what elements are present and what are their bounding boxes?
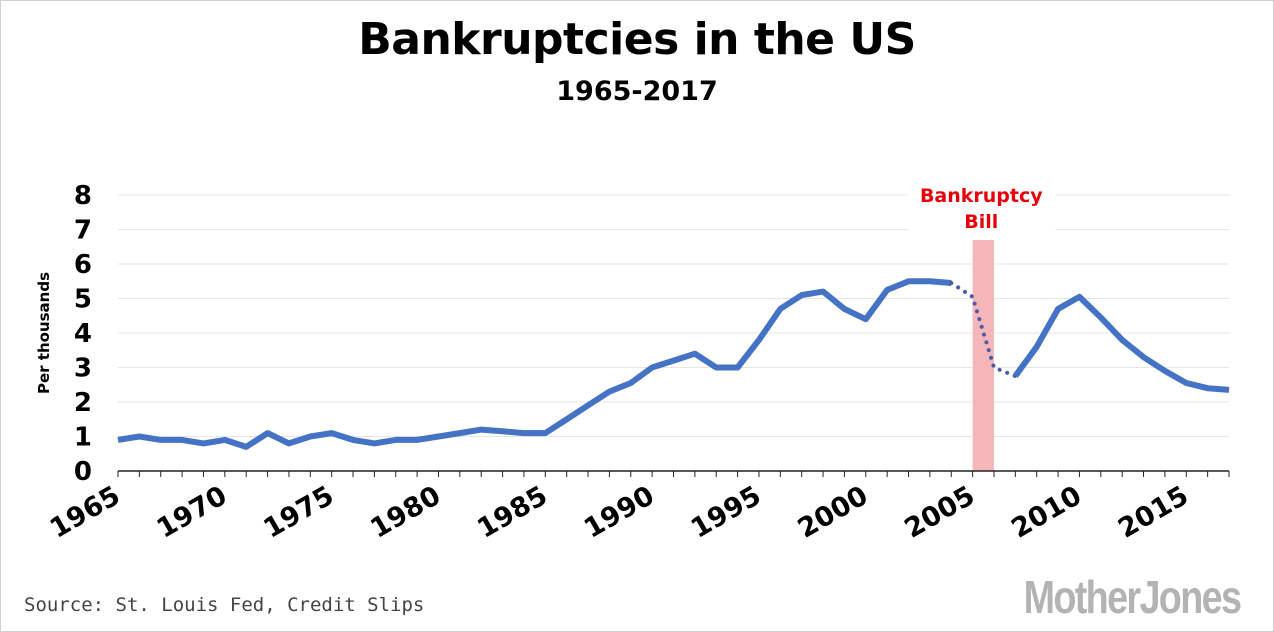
y-tick-label: 4 [74, 319, 92, 349]
mother-jones-logo: MotherJones [1023, 570, 1241, 624]
x-tick-label: 1980 [365, 480, 446, 544]
y-tick-label: 8 [74, 181, 92, 211]
chart-subtitle: 1965-2017 [556, 76, 718, 107]
x-tick-label: 1990 [579, 480, 660, 544]
y-axis-label: Per thousands [35, 272, 53, 394]
series-line-1965-2004 [117, 278, 952, 450]
logo-word-mother: Mother [1023, 571, 1141, 623]
x-tick-label: 1995 [686, 480, 767, 544]
highlight-band [972, 240, 994, 471]
annotation-label-line1: Bankruptcy [920, 185, 1043, 207]
x-tick-label: 2010 [1006, 480, 1087, 544]
x-tick-label: 1975 [259, 480, 340, 544]
y-tick-label: 7 [74, 216, 92, 246]
y-tick-label: 0 [74, 457, 92, 487]
x-tick-label: 1965 [45, 480, 126, 544]
y-tick-label: 5 [74, 285, 92, 315]
bankruptcy-bill-highlight [972, 240, 994, 471]
logo-word-jones: Jones [1139, 571, 1241, 623]
x-tick-label: 2000 [793, 480, 874, 544]
y-tick-label: 1 [74, 423, 92, 453]
y-tick-label: 6 [74, 250, 92, 280]
x-tick-label: 2015 [1113, 480, 1194, 544]
annotation-label-line2: Bill [964, 211, 998, 233]
x-tick-labels: 1965 1970 1975 1980 1985 1990 1995 2000 2005 2010… [45, 480, 1194, 544]
y-axis: 0 1 2 3 4 5 6 7 8 [74, 181, 92, 487]
chart-title: Bankruptcies in the US [358, 14, 916, 65]
source-note: Source: St. Louis Fed, Credit Slips [24, 594, 425, 616]
annotation-background [907, 180, 1056, 236]
x-tick-label: 2005 [900, 480, 981, 544]
x-axis [117, 470, 1230, 477]
series-bankruptcies [117, 278, 1230, 450]
x-tick-label: 1970 [152, 480, 233, 544]
x-tick-label: 1985 [472, 480, 553, 544]
grid-lines [118, 194, 1229, 437]
series-line-2007-2017 [1012, 293, 1230, 393]
annotation: Bankruptcy Bill [907, 180, 1056, 236]
y-tick-label: 3 [74, 354, 92, 384]
y-tick-label: 2 [74, 388, 92, 418]
